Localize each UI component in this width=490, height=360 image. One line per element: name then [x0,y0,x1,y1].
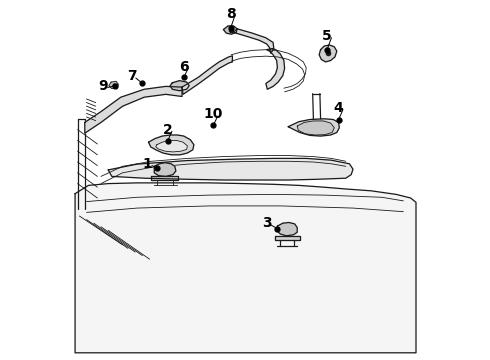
Polygon shape [277,222,297,236]
Text: 2: 2 [163,123,172,136]
Text: 3: 3 [262,216,271,230]
Polygon shape [274,236,300,240]
Polygon shape [233,29,274,53]
Text: 1: 1 [143,157,153,171]
Text: 9: 9 [98,79,108,93]
Polygon shape [288,119,339,136]
Text: 10: 10 [204,108,223,121]
Polygon shape [223,26,237,34]
Text: 5: 5 [322,29,332,43]
Text: 8: 8 [226,7,236,21]
Text: 4: 4 [334,101,343,115]
Polygon shape [148,135,194,155]
Polygon shape [266,49,285,89]
Polygon shape [85,86,182,133]
Polygon shape [297,121,334,135]
Polygon shape [170,81,189,91]
Polygon shape [154,163,176,176]
Polygon shape [151,176,178,180]
Polygon shape [319,45,337,62]
Text: 6: 6 [179,60,189,73]
Polygon shape [109,81,118,89]
Polygon shape [182,56,232,94]
Polygon shape [108,158,353,180]
Polygon shape [75,183,416,353]
Polygon shape [156,140,187,152]
Text: 7: 7 [127,69,136,83]
